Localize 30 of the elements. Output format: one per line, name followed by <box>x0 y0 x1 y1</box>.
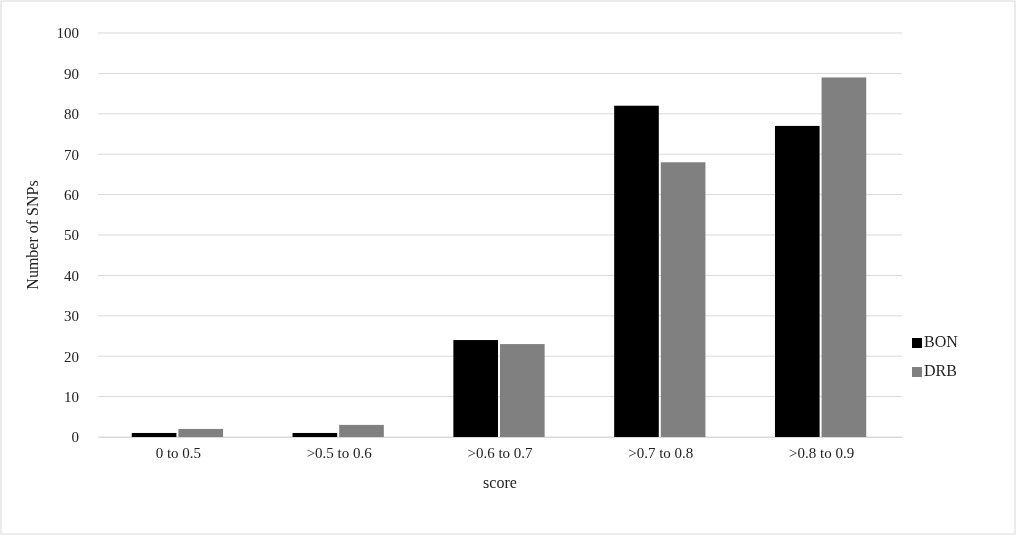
x-tick-label: >0.8 to 0.9 <box>789 445 855 461</box>
x-tick-label: 0 to 0.5 <box>155 445 202 461</box>
y-tick-label: 30 <box>64 308 79 325</box>
bar <box>614 105 659 437</box>
legend-label: BON <box>924 333 959 350</box>
x-tick-label: >0.7 to 0.8 <box>628 445 694 461</box>
y-tick-label: 70 <box>64 146 79 163</box>
bar <box>339 424 384 437</box>
bar <box>131 432 177 437</box>
bar <box>453 340 498 437</box>
bar <box>500 344 545 437</box>
y-tick-label: 20 <box>64 348 79 365</box>
y-tick-label: 100 <box>56 25 79 42</box>
y-tick-label: 80 <box>64 106 79 123</box>
x-tick-label: >0.6 to 0.7 <box>467 445 534 461</box>
bar <box>178 428 224 437</box>
y-tick-label: 0 <box>71 429 79 446</box>
bar <box>292 432 338 437</box>
y-tick-label: 60 <box>64 186 79 203</box>
y-tick-label: 90 <box>64 65 79 82</box>
y-tick-label: 40 <box>64 267 79 284</box>
bar <box>660 162 706 437</box>
bar <box>821 77 867 437</box>
y-axis-title: Number of SNPs <box>24 180 41 290</box>
x-axis-title: score <box>483 474 517 491</box>
bar <box>774 125 820 437</box>
y-tick-label: 50 <box>64 227 79 244</box>
legend-label: DRB <box>924 362 957 379</box>
x-tick-label: >0.5 to 0.6 <box>306 445 373 461</box>
y-tick-label: 10 <box>64 388 79 405</box>
